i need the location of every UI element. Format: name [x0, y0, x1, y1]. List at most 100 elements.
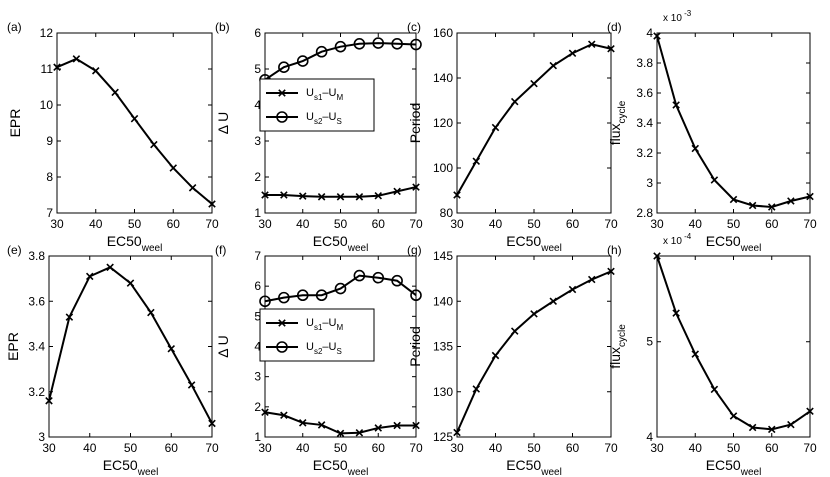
- x-tick-label: 30: [650, 217, 664, 231]
- data-point: [412, 421, 420, 430]
- data-point: [549, 297, 558, 306]
- data-point: [296, 289, 309, 302]
- x-tick-label: 70: [205, 217, 219, 231]
- y-tick-label: 2: [254, 170, 261, 184]
- y-axis-label: fluxcycle: [607, 324, 628, 369]
- x-tick-label: 50: [727, 441, 741, 455]
- x-axis-label: EC50weel: [706, 233, 762, 254]
- x-tick-label: 50: [527, 217, 541, 231]
- data-point: [278, 61, 290, 73]
- scale-note: x 10 -3: [663, 9, 692, 24]
- data-point: [691, 350, 700, 358]
- x-tick-label: 70: [409, 441, 423, 455]
- y-tick-label: 4: [646, 26, 653, 40]
- data-point: [72, 55, 81, 63]
- panel-label: (a): [7, 20, 22, 34]
- data-point: [587, 275, 596, 284]
- data-point: [130, 114, 139, 123]
- y-tick-label: 3: [646, 176, 653, 190]
- data-point: [806, 407, 814, 416]
- y-tick-label: 3: [254, 134, 261, 148]
- data-point: [410, 289, 422, 302]
- x-tick-label: 60: [566, 217, 580, 231]
- data-point: [748, 423, 757, 432]
- data-point: [412, 183, 420, 191]
- data-point: [355, 193, 364, 201]
- x-tick-label: 70: [409, 217, 423, 231]
- panel-e: 30 40 50 60 70 3 3.2 3.4 3.6 3.8 (e) EC50weel EPR: [5, 243, 219, 477]
- y-tick-label: 8: [46, 170, 53, 184]
- legend-label: Us1–UM: [306, 317, 343, 332]
- legend-label: Us1–UM: [306, 87, 343, 102]
- panel-label: (c): [407, 20, 421, 34]
- y-tick-label: 80: [440, 206, 454, 220]
- x-tick-label: 50: [727, 217, 741, 231]
- y-tick-label: 130: [433, 385, 453, 399]
- data-point: [317, 193, 326, 201]
- data-point: [729, 412, 738, 420]
- data-point: [672, 101, 680, 109]
- axes-box: [456, 32, 612, 214]
- x-tick-label: 30: [450, 217, 464, 231]
- y-tick-label: 160: [433, 26, 453, 40]
- legend-marker: [278, 319, 286, 327]
- data-point: [653, 252, 661, 260]
- y-tick-label: 1: [254, 206, 261, 220]
- data-point: [710, 385, 719, 394]
- scale-note: x 10 -4: [663, 232, 692, 247]
- data-point: [336, 193, 345, 201]
- x-tick-label: 30: [258, 441, 272, 455]
- x-tick-label: 50: [334, 441, 348, 455]
- data-point: [391, 37, 403, 50]
- y-axis-label: Period: [407, 326, 423, 366]
- y-axis-label: Δ U: [215, 112, 231, 135]
- y-tick-label: 6: [254, 279, 261, 293]
- legend-marker: [276, 341, 288, 353]
- data-point: [187, 381, 196, 389]
- y-axis-label: EPR: [5, 332, 21, 361]
- panel-label: (b): [215, 20, 230, 34]
- x-tick-label: 40: [689, 217, 703, 231]
- x-tick-label: 30: [50, 217, 64, 231]
- panel-g: 30 40 50 60 70 125 130 135 140 145 (g) EC50weel Peri…: [407, 243, 618, 477]
- series-line-1: [264, 42, 417, 81]
- data-point: [336, 429, 345, 438]
- y-tick-label: 4: [254, 98, 261, 112]
- x-axis-label: EC50weel: [107, 233, 163, 254]
- data-point: [672, 309, 680, 317]
- data-point: [65, 313, 74, 321]
- y-tick-label: 5: [646, 335, 653, 349]
- y-axis-label: Period: [407, 103, 423, 143]
- x-tick-label: 60: [165, 441, 179, 455]
- x-tick-label: 60: [566, 441, 580, 455]
- x-tick-label: 30: [42, 441, 56, 455]
- y-tick-label: 120: [433, 116, 453, 130]
- y-tick-label: 11: [41, 62, 54, 76]
- data-point: [374, 424, 383, 432]
- data-point: [372, 271, 385, 284]
- x-axis-label: EC50weel: [706, 457, 762, 477]
- data-point: [530, 310, 538, 318]
- data-point: [355, 429, 364, 437]
- data-point: [334, 40, 347, 53]
- legend-label: Us2–US: [306, 111, 342, 126]
- legend: Us1–UM Us2–US: [259, 78, 375, 132]
- data-point: [53, 63, 61, 71]
- panel-h: 30 40 50 60 70 4 5 (h) x 10 -4 EC50weel fluxcycle: [607, 232, 817, 477]
- data-point: [568, 49, 577, 58]
- x-tick-label: 70: [604, 217, 618, 231]
- y-tick-label: 10: [40, 98, 54, 112]
- y-tick-label: 12: [40, 26, 54, 40]
- data-point: [549, 61, 558, 70]
- data-point: [748, 201, 757, 210]
- x-tick-label: 70: [803, 441, 817, 455]
- panel-d: 30 40 50 60 70 2.8 3 3.2 3.4 3.6 3.8 4 (d) x 10 -3 EC5…: [607, 9, 817, 254]
- y-tick-label: 5: [254, 309, 261, 323]
- data-point: [530, 79, 538, 88]
- data-point: [261, 408, 269, 417]
- y-tick-label: 3.4: [636, 116, 653, 130]
- axes-box: [48, 255, 213, 438]
- x-tick-label: 30: [258, 217, 272, 231]
- axes-box: [656, 32, 811, 214]
- data-point: [280, 411, 288, 420]
